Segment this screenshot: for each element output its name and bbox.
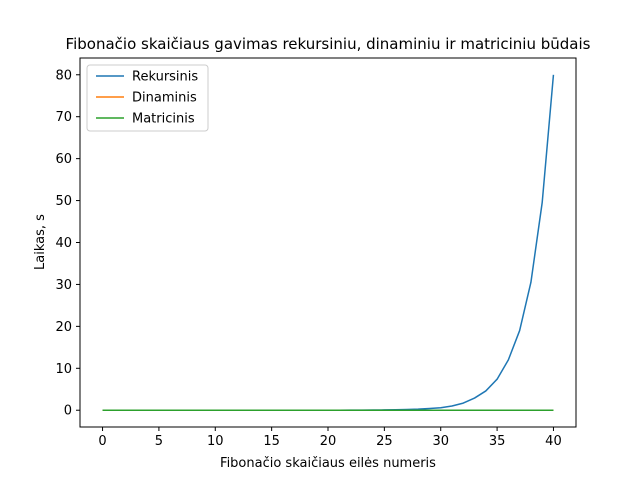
x-tick-label: 5 (155, 434, 163, 449)
chart-title: Fibonačio skaičiaus gavimas rekursiniu, … (66, 35, 591, 53)
series-lines (102, 74, 555, 411)
x-tick-label: 25 (376, 434, 393, 449)
x-tick-label: 10 (207, 434, 224, 449)
y-tick-label: 80 (55, 68, 72, 83)
x-tick-label: 0 (98, 434, 106, 449)
legend-label: Rekursinis (132, 70, 198, 85)
plot-frame (79, 57, 577, 428)
y-tick-label: 30 (55, 278, 72, 293)
y-axis-label: Laikas, s (33, 214, 48, 270)
y-axis-ticks: 0 10 20 30 40 50 60 70 80 (55, 68, 80, 419)
y-tick-label: 60 (55, 152, 72, 167)
x-tick-label: 40 (545, 434, 562, 449)
x-tick-label: 35 (489, 434, 506, 449)
x-tick-label: 15 (263, 434, 280, 449)
x-tick-label: 30 (432, 434, 449, 449)
legend-label: Dinaminis (132, 91, 197, 106)
x-axis-ticks: 0 5 10 15 20 25 30 35 40 (98, 427, 562, 449)
legend: Rekursinis Dinaminis Matricinis (86, 64, 209, 132)
y-tick-label: 50 (55, 194, 72, 209)
y-tick-label: 0 (64, 404, 72, 419)
y-tick-label: 40 (55, 236, 72, 251)
x-tick-label: 20 (320, 434, 337, 449)
legend-box (86, 64, 209, 132)
y-tick-label: 70 (55, 110, 72, 125)
y-tick-label: 20 (55, 320, 72, 335)
legend-label: Matricinis (132, 112, 195, 127)
y-tick-label: 10 (55, 362, 72, 377)
x-axis-label: Fibonačio skaičiaus eilės numeris (220, 456, 436, 471)
